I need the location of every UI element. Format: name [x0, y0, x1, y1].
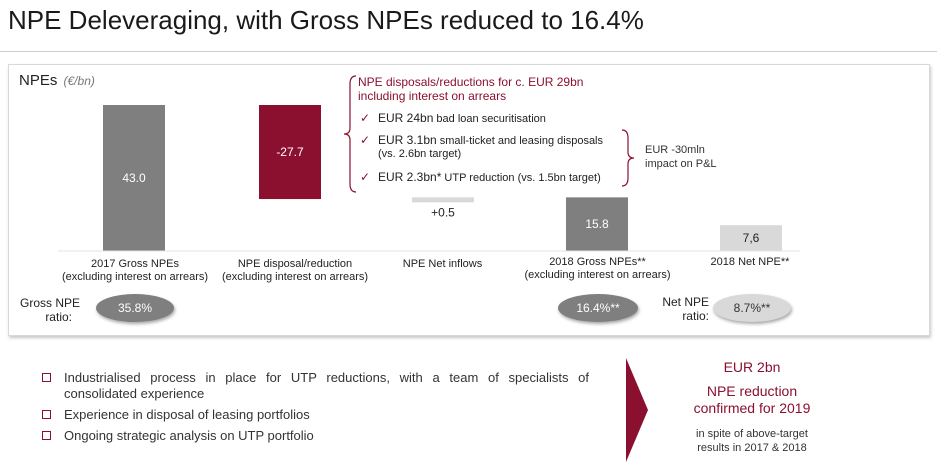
category-label-net-inflows: NPE Net inflows	[375, 258, 510, 271]
gross-ratio-label-line1: Gross NPE	[20, 296, 81, 310]
pl-impact-note: EUR -30mln impact on P&L	[645, 143, 717, 171]
net-ratio-label-line1: Net NPE	[662, 295, 709, 309]
disposal-item-amount: EUR 3.1bn	[378, 133, 437, 147]
category-label-line2: (excluding interest on arrears)	[221, 271, 369, 283]
square-bullet-icon	[42, 410, 51, 419]
disposal-title-line1: NPE disposals/reductions for c. EUR 29bn	[358, 75, 584, 89]
category-label-line1: 2018 Net NPE**	[710, 256, 790, 268]
gross-ratio-2018-badge: 16.4%**	[558, 294, 638, 322]
page-title: NPE Deleveraging, with Gross NPEs reduce…	[8, 5, 644, 35]
checkmark-icon: ✓	[360, 111, 371, 125]
highlight-amount: EUR 2bn	[723, 359, 781, 375]
category-label-line2: (excluding interest on arrears)	[524, 269, 671, 281]
highlight-note-line1: in spite of above-target	[696, 428, 808, 440]
disposal-title-line2: including interest on arrears	[358, 89, 507, 103]
net-ratio-label: Net NPE ratio:	[654, 295, 709, 323]
right-brace-icon	[621, 129, 635, 187]
list-item: Experience in disposal of leasing portfo…	[42, 407, 589, 423]
list-item: Industrialised process in place for UTP …	[42, 370, 589, 402]
highlight-headline-line2: confirmed for 2019	[693, 400, 811, 416]
category-label-line1: 2018 Gross NPEs**	[549, 256, 646, 268]
list-item: Ongoing strategic analysis on UTP portfo…	[42, 428, 589, 444]
disposal-callout-title: NPE disposals/reductions for c. EUR 29bn…	[358, 75, 583, 103]
disposal-item-amount: EUR 24bn	[378, 111, 434, 125]
square-bullet-icon	[42, 373, 51, 382]
highlight-note: in spite of above-target results in 2017…	[672, 427, 832, 455]
highlight-box: EUR 2bn NPE reduction confirmed for 2019…	[672, 357, 832, 455]
category-label-2018-gross: 2018 Gross NPEs** (excluding interest on…	[515, 256, 680, 282]
square-bullet-icon	[42, 431, 51, 440]
disposal-item-utp: ✓ EUR 2.3bn* UTP reduction (vs. 1.5bn ta…	[360, 170, 601, 185]
highlight-headline-line1: NPE reduction	[706, 383, 798, 399]
disposal-item-amount: EUR 2.3bn*	[378, 170, 442, 184]
highlight-note-line2: results in 2017 & 2018	[697, 442, 807, 454]
disposal-item-subtext: (vs. 2.6bn target)	[378, 148, 462, 160]
category-label-disposal: NPE disposal/reduction (excluding intere…	[210, 258, 380, 284]
category-label-line2: (excluding interest on arrears)	[61, 271, 209, 283]
disposal-item-text: bad loan securitisation	[433, 113, 546, 125]
gross-ratio-label-line2: ratio:	[45, 310, 72, 324]
bar-4	[720, 225, 782, 251]
bar-3	[566, 197, 628, 251]
bar-1	[259, 105, 321, 200]
net-ratio-2018-badge: 8.7%**	[713, 294, 791, 322]
gross-ratio-label: Gross NPE ratio:	[20, 296, 81, 324]
category-label-line1: NPE disposal/reduction	[237, 258, 353, 270]
chevron-arrow-icon	[626, 358, 648, 462]
bar-2	[412, 197, 474, 203]
checkmark-icon: ✓	[360, 170, 371, 184]
disposal-item-text: UTP reduction (vs. 1.5bn target)	[441, 172, 601, 184]
bar-value-label-0: 43.0	[122, 171, 146, 185]
disposal-item-securitisation: ✓ EUR 24bn bad loan securitisation	[360, 111, 546, 126]
checkmark-icon: ✓	[360, 133, 371, 147]
chart-title-label: NPEs	[19, 72, 58, 89]
list-item-text: Industrialised process in place for UTP …	[64, 370, 589, 401]
pl-impact-line1: EUR -30mln	[645, 144, 705, 156]
net-ratio-label-line2: ratio:	[682, 309, 709, 323]
bar-value-label-3: 15.8	[585, 217, 609, 231]
highlight-headline: NPE reduction confirmed for 2019	[672, 383, 832, 417]
left-brace-icon	[343, 75, 357, 193]
list-item-text: Experience in disposal of leasing portfo…	[64, 407, 310, 422]
bullet-list: Industrialised process in place for UTP …	[42, 370, 589, 449]
bar-value-label-2: +0.5	[431, 205, 455, 219]
disposal-item-text: small-ticket and leasing disposals	[436, 135, 604, 147]
list-item-text: Ongoing strategic analysis on UTP portfo…	[64, 428, 314, 443]
pl-impact-line2: impact on P&L	[645, 158, 717, 170]
category-label-line1: NPE Net inflows	[402, 258, 483, 270]
chart-unit: (€/bn)	[63, 74, 95, 88]
bar-value-label-4: 7,6	[743, 231, 760, 245]
disposal-item-leasing: ✓ EUR 3.1bn small-ticket and leasing dis…	[360, 133, 604, 161]
category-label-2017-gross: 2017 Gross NPEs (excluding interest on a…	[55, 258, 215, 284]
bar-value-label-1: -27.7	[276, 145, 304, 159]
title-divider	[0, 51, 937, 52]
chart-title: NPEs (€/bn)	[19, 72, 95, 89]
gross-ratio-2017-badge: 35.8%	[96, 294, 174, 322]
bar-0	[103, 105, 165, 251]
category-label-line1: 2017 Gross NPEs	[90, 258, 180, 270]
category-label-2018-net: 2018 Net NPE**	[695, 256, 805, 269]
